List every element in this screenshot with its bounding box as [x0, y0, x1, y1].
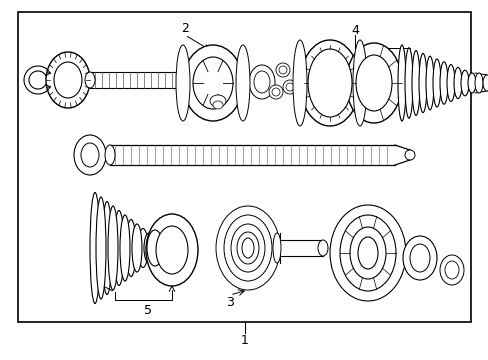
Ellipse shape	[209, 95, 225, 107]
Ellipse shape	[474, 73, 482, 93]
Ellipse shape	[213, 101, 223, 109]
Ellipse shape	[299, 40, 359, 126]
Ellipse shape	[54, 62, 82, 98]
Ellipse shape	[105, 145, 115, 165]
Text: 3: 3	[225, 296, 233, 309]
Ellipse shape	[156, 226, 187, 274]
Ellipse shape	[96, 197, 106, 299]
Ellipse shape	[271, 88, 280, 96]
Ellipse shape	[183, 45, 243, 121]
Ellipse shape	[143, 233, 154, 263]
Ellipse shape	[242, 238, 253, 258]
Ellipse shape	[283, 80, 296, 94]
Ellipse shape	[307, 49, 351, 117]
Text: 4: 4	[350, 23, 358, 36]
Ellipse shape	[439, 255, 463, 285]
Text: 5: 5	[143, 303, 152, 316]
Ellipse shape	[397, 45, 405, 121]
Ellipse shape	[317, 240, 327, 256]
Ellipse shape	[132, 224, 142, 272]
Ellipse shape	[402, 236, 436, 280]
Ellipse shape	[90, 193, 100, 303]
Ellipse shape	[346, 43, 401, 123]
Ellipse shape	[352, 40, 366, 126]
Ellipse shape	[224, 215, 271, 281]
Ellipse shape	[460, 70, 468, 96]
Ellipse shape	[176, 45, 190, 121]
Ellipse shape	[190, 72, 200, 88]
Ellipse shape	[404, 150, 414, 160]
Ellipse shape	[355, 55, 391, 111]
Ellipse shape	[444, 261, 458, 279]
Ellipse shape	[146, 214, 198, 286]
Ellipse shape	[349, 227, 385, 279]
Text: 2: 2	[181, 22, 188, 35]
Ellipse shape	[357, 237, 377, 269]
Ellipse shape	[248, 65, 274, 99]
Ellipse shape	[275, 63, 289, 77]
Ellipse shape	[74, 135, 106, 175]
Ellipse shape	[237, 232, 259, 264]
Ellipse shape	[446, 64, 454, 102]
Ellipse shape	[339, 215, 395, 291]
Ellipse shape	[418, 53, 426, 113]
Ellipse shape	[411, 51, 419, 116]
Ellipse shape	[193, 57, 232, 109]
Ellipse shape	[114, 211, 124, 285]
Ellipse shape	[425, 56, 433, 110]
Ellipse shape	[432, 59, 440, 107]
Ellipse shape	[216, 206, 280, 290]
Ellipse shape	[404, 48, 412, 118]
Ellipse shape	[409, 244, 429, 272]
Ellipse shape	[482, 75, 488, 91]
Ellipse shape	[279, 66, 286, 74]
Ellipse shape	[292, 40, 306, 126]
Ellipse shape	[253, 71, 269, 93]
Ellipse shape	[85, 72, 95, 88]
Ellipse shape	[147, 230, 163, 266]
Ellipse shape	[230, 224, 264, 272]
Text: 1: 1	[241, 333, 248, 346]
Ellipse shape	[285, 83, 293, 91]
Ellipse shape	[108, 206, 118, 290]
Ellipse shape	[236, 45, 249, 121]
Ellipse shape	[126, 220, 136, 276]
Ellipse shape	[102, 202, 112, 294]
Ellipse shape	[453, 67, 461, 99]
Ellipse shape	[272, 233, 281, 263]
Ellipse shape	[439, 62, 447, 104]
Ellipse shape	[467, 73, 475, 93]
Ellipse shape	[120, 215, 130, 281]
Ellipse shape	[329, 205, 405, 301]
Bar	[18, 12, 470, 322]
Ellipse shape	[46, 52, 90, 108]
Ellipse shape	[81, 143, 99, 167]
Ellipse shape	[268, 85, 283, 99]
Ellipse shape	[138, 229, 148, 267]
Polygon shape	[24, 66, 50, 94]
